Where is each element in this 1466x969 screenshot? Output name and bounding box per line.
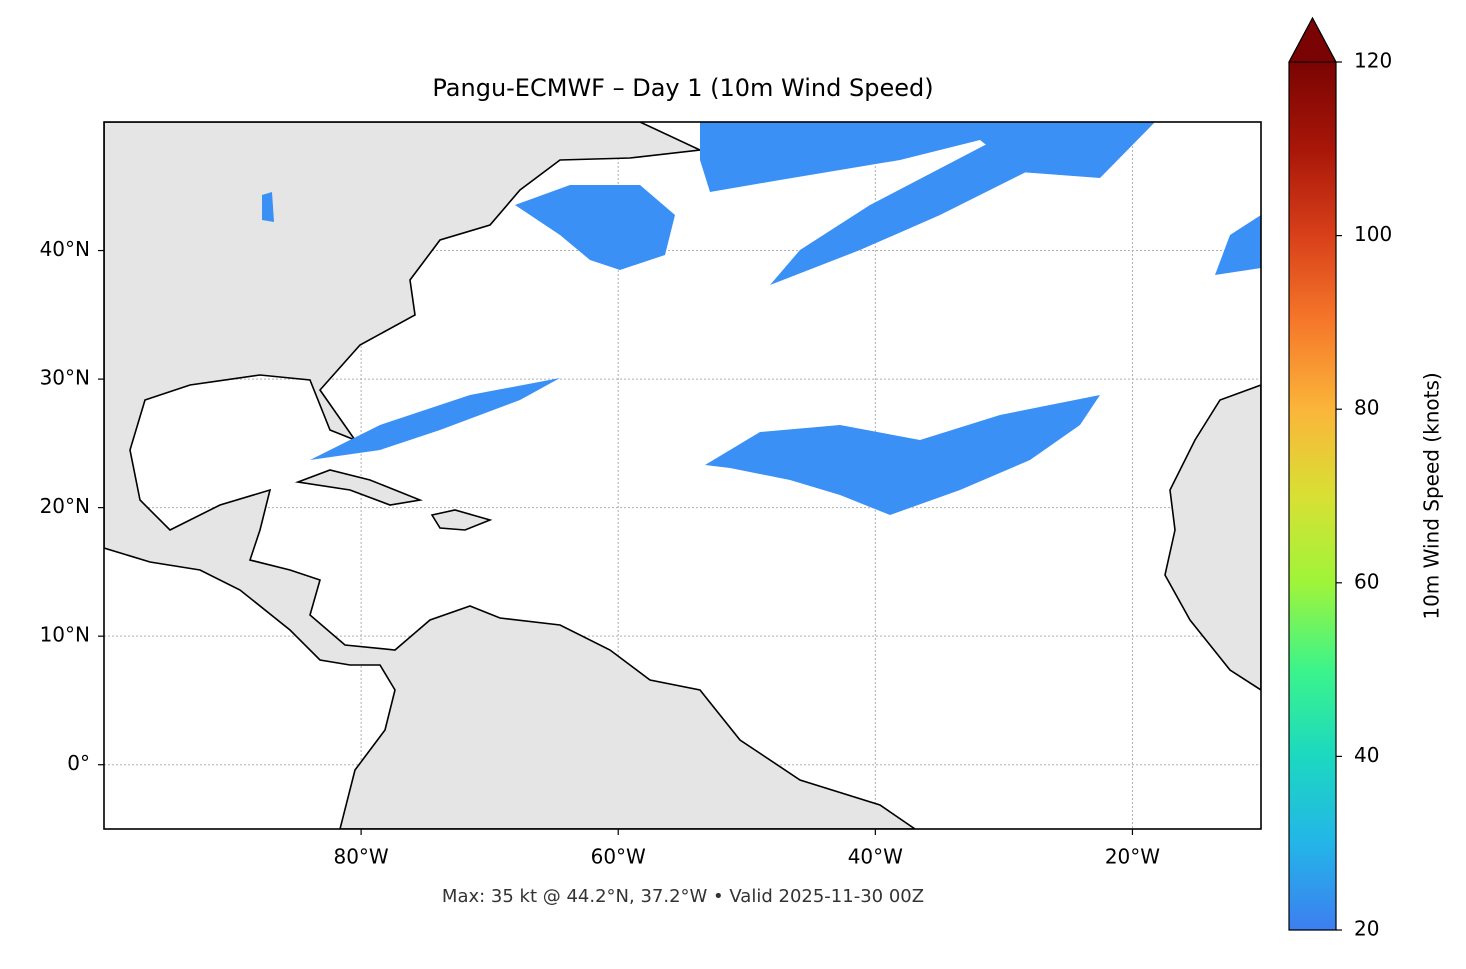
- colorbar-ticks: 20 40 60 80 100 120: [1336, 49, 1392, 941]
- y-tick-label: 20°N: [40, 494, 90, 518]
- colorbar-tick-label: 120: [1354, 49, 1392, 73]
- colorbar-label: 10m Wind Speed (knots): [1420, 372, 1444, 619]
- y-tick-label: 30°N: [40, 366, 90, 390]
- colorbar-tick-label: 20: [1354, 917, 1379, 941]
- y-tick-label: 10°N: [40, 623, 90, 647]
- americas: [104, 122, 917, 829]
- wind-area: [1215, 215, 1261, 275]
- x-tick-label: 20°W: [1105, 845, 1160, 869]
- colorbar-tick-label: 100: [1354, 222, 1392, 246]
- wind-area: [310, 378, 560, 460]
- x-tick-label: 60°W: [591, 845, 646, 869]
- africa: [1164, 384, 1261, 691]
- map-frame: [103, 121, 1262, 830]
- hispaniola: [430, 509, 493, 531]
- x-tick-label: 40°W: [848, 845, 903, 869]
- map-area: [104, 122, 1261, 829]
- wind-area: [705, 395, 1100, 515]
- colorbar: [1289, 62, 1336, 930]
- axis-ticks: 80°W 60°W 40°W 20°W 0° 10°N 20°N 30°N 40°N: [40, 237, 1161, 868]
- colorbar-frame: [1288, 16, 1337, 931]
- wind-area: [770, 125, 1060, 285]
- colorbar-tick-label: 40: [1354, 743, 1379, 767]
- colorbar-extend: [1288, 16, 1337, 63]
- wind-area: [262, 192, 274, 222]
- map-title: Pangu-ECMWF – Day 1 (10m Wind Speed): [432, 74, 933, 102]
- wind-area: [515, 185, 675, 270]
- y-tick-label: 40°N: [40, 237, 90, 261]
- x-tick-label: 80°W: [333, 845, 388, 869]
- colorbar-tick-label: 60: [1354, 569, 1379, 593]
- cuba: [294, 469, 423, 506]
- footer-note: Max: 35 kt @ 44.2°N, 37.2°W • Valid 2025…: [442, 886, 924, 907]
- y-tick-label: 0°: [67, 751, 90, 775]
- colorbar-tick-label: 80: [1354, 396, 1379, 420]
